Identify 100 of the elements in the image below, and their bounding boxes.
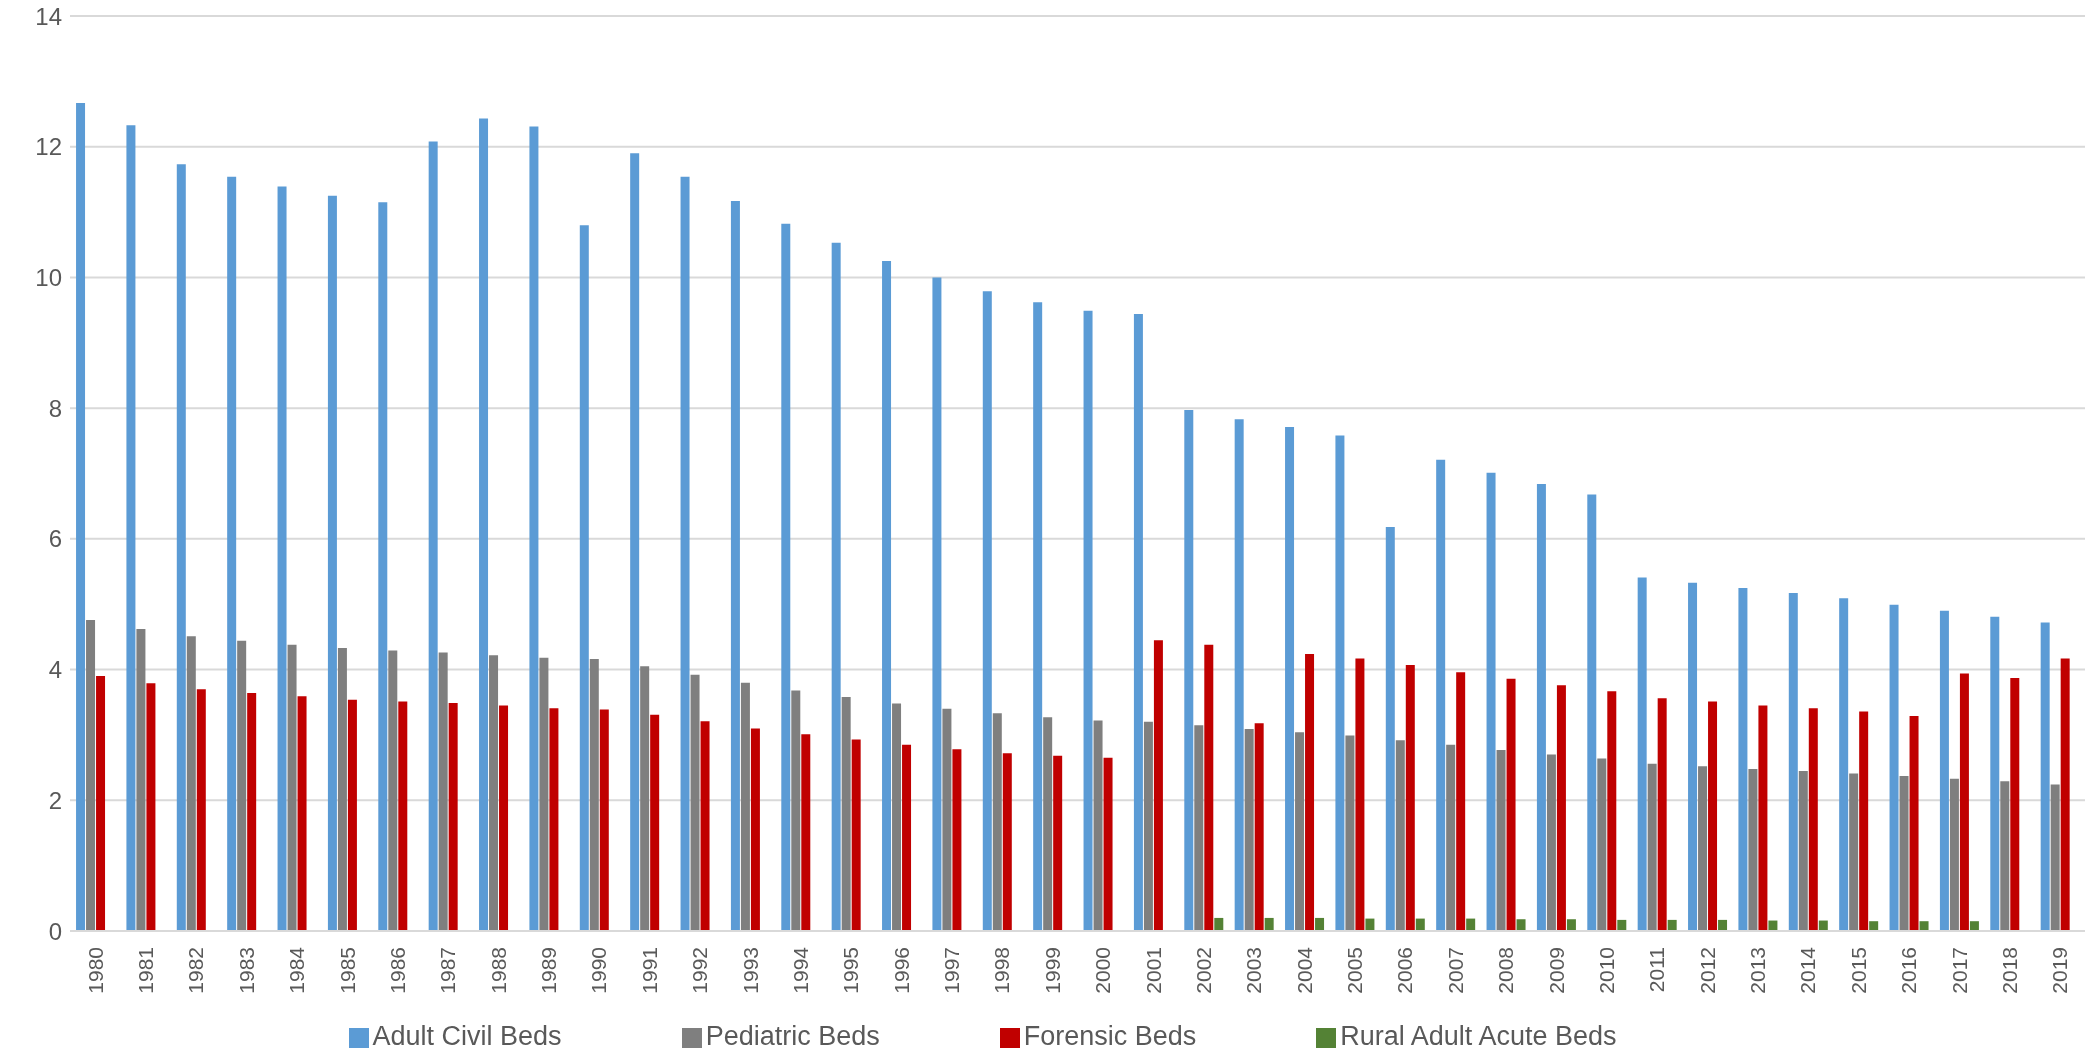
- bar: [549, 708, 559, 931]
- bar: [1698, 766, 1708, 931]
- x-tick-label: 2015: [1846, 947, 1870, 994]
- bar: [1285, 427, 1295, 931]
- bar: [337, 648, 347, 931]
- x-tick-label: 1998: [990, 947, 1014, 994]
- bar: [831, 242, 841, 931]
- x-tick-label: 2008: [1494, 947, 1518, 994]
- x-tick-label: 2012: [1695, 947, 1719, 994]
- x-tick-label: 1985: [335, 947, 359, 994]
- bar: [1033, 302, 1043, 931]
- x-tick-label: 1989: [537, 947, 561, 994]
- bar: [1798, 770, 1808, 931]
- bar: [1395, 740, 1405, 931]
- bar: [1264, 917, 1274, 931]
- bar: [1738, 587, 1748, 931]
- bar: [1436, 459, 1446, 931]
- bar: [801, 734, 811, 931]
- x-tick-label: 1987: [436, 947, 460, 994]
- bar: [1496, 749, 1506, 931]
- bar: [1637, 577, 1647, 931]
- bar: [882, 261, 892, 931]
- bar: [851, 739, 861, 931]
- bar: [1657, 698, 1667, 931]
- bar: [1949, 778, 1959, 931]
- x-tick-label: 2006: [1393, 947, 1417, 994]
- bar: [680, 176, 690, 931]
- x-tick-label: 2007: [1443, 947, 1467, 994]
- bar: [499, 705, 509, 931]
- bar: [1295, 732, 1305, 931]
- x-tick-label: 1999: [1040, 947, 1064, 994]
- y-tick-label: 6: [48, 525, 62, 553]
- bar: [1093, 720, 1103, 931]
- x-tick-label: 2016: [1897, 947, 1921, 994]
- x-tick-label: 2000: [1091, 947, 1115, 994]
- bar: [640, 666, 650, 931]
- x-tick-label: 2010: [1594, 947, 1618, 994]
- x-tick-label: 2013: [1746, 947, 1770, 994]
- bar: [791, 690, 801, 931]
- bar: [2010, 678, 2020, 931]
- bar: [126, 125, 136, 931]
- bar: [730, 200, 740, 931]
- bar: [1909, 715, 1919, 931]
- bar: [740, 682, 750, 931]
- bar: [428, 141, 438, 931]
- bar: [1808, 708, 1818, 931]
- bar: [1546, 754, 1556, 931]
- bar: [1143, 721, 1153, 931]
- x-tick-label: 1992: [688, 947, 712, 994]
- bar: [599, 709, 609, 931]
- bar: [1335, 435, 1345, 931]
- bar: [1566, 919, 1576, 931]
- y-tick-label: 8: [48, 394, 62, 422]
- legend-label: Pediatric Beds: [705, 1021, 880, 1051]
- legend-label: Forensic Beds: [1023, 1021, 1197, 1051]
- bar: [932, 277, 942, 931]
- bar: [952, 749, 962, 931]
- bar: [146, 683, 156, 931]
- x-tick-label: 1990: [587, 947, 611, 994]
- bar: [1184, 410, 1194, 931]
- bar: [539, 657, 549, 931]
- x-tick-label: 2003: [1242, 947, 1266, 994]
- bar: [1053, 755, 1063, 931]
- bar: [1103, 757, 1113, 931]
- bar: [1647, 763, 1657, 931]
- bar: [2060, 658, 2070, 931]
- bar: [136, 629, 146, 931]
- bar: [630, 153, 640, 931]
- bar: [1688, 582, 1698, 931]
- x-tick-label: 1996: [889, 947, 913, 994]
- bar: [1133, 314, 1143, 931]
- bar: [942, 708, 952, 931]
- x-tick-label: 2018: [1997, 947, 2021, 994]
- bar: [1516, 919, 1526, 931]
- x-tick-label: 2005: [1343, 947, 1367, 994]
- bar: [2040, 622, 2050, 931]
- bar: [700, 721, 710, 931]
- x-tick-label: 1982: [184, 947, 208, 994]
- bar: [1788, 593, 1798, 931]
- bar: [1889, 604, 1899, 931]
- bar: [589, 659, 599, 931]
- bar: [1536, 483, 1546, 931]
- bar: [388, 650, 398, 931]
- x-tick-label: 1984: [285, 946, 309, 994]
- bar: [1939, 610, 1949, 931]
- bar: [176, 164, 186, 931]
- x-tick-label: 2011: [1645, 947, 1669, 993]
- bar: [1758, 705, 1768, 931]
- y-tick-label: 4: [48, 656, 62, 684]
- bar: [1587, 494, 1597, 931]
- bar: [1153, 640, 1163, 931]
- bar: [196, 689, 206, 931]
- bar: [438, 652, 448, 931]
- bar: [650, 714, 660, 931]
- bar: [2050, 784, 2060, 931]
- bar: [227, 176, 237, 931]
- bar: [1254, 723, 1264, 931]
- bar: [1849, 773, 1859, 931]
- bar: [1869, 921, 1879, 931]
- bar: [1002, 753, 1012, 931]
